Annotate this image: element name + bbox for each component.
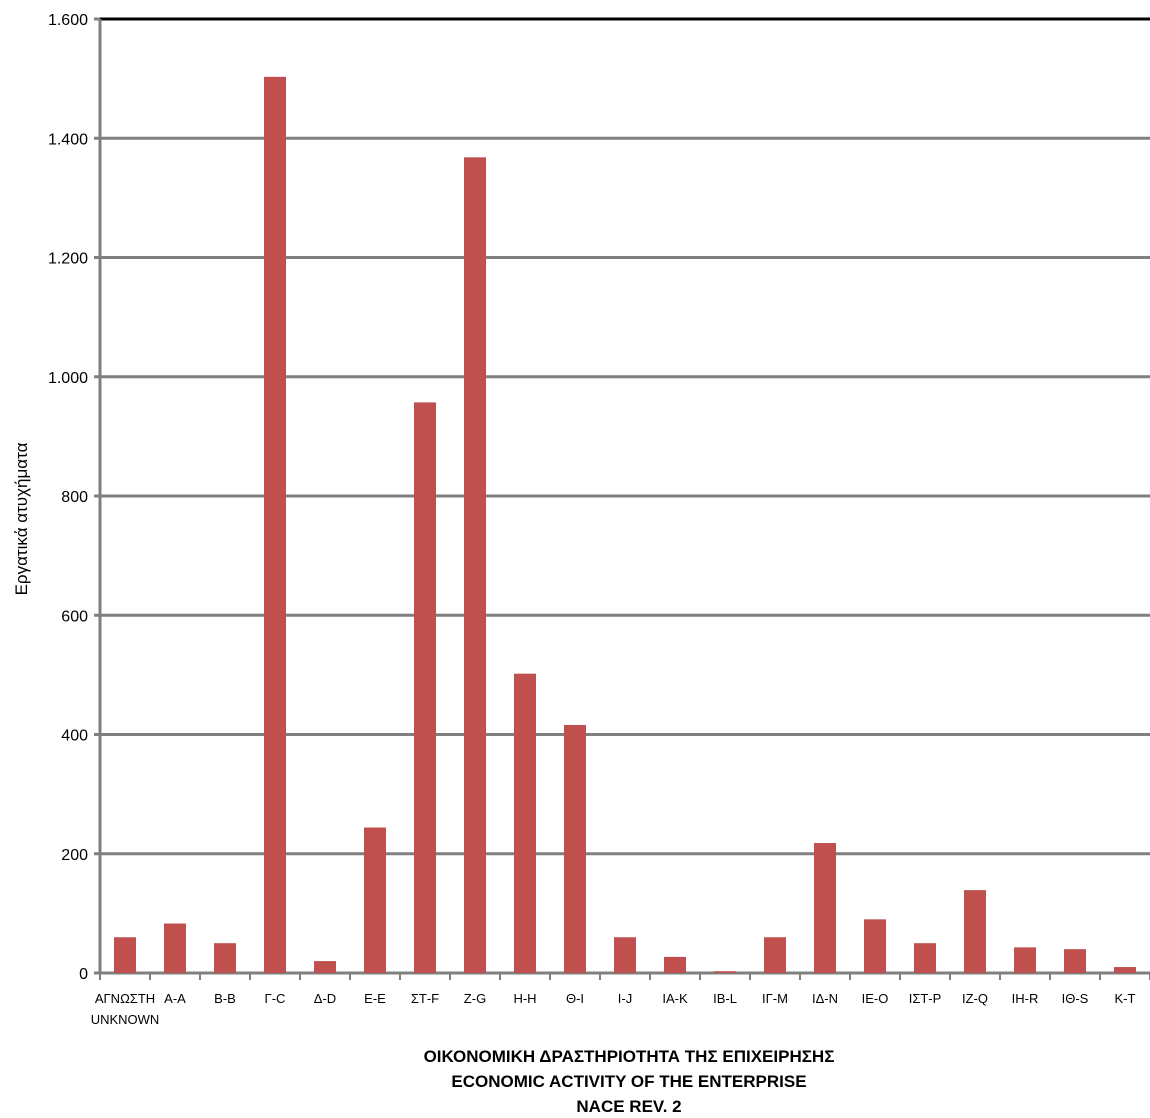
bar — [164, 923, 186, 973]
x-tick-label: Κ-T — [1115, 991, 1136, 1006]
x-tick-label: ΙΗ-R — [1012, 991, 1039, 1006]
bar — [514, 673, 536, 973]
y-tick-labels: 0 200 400 600 800 1.000 1.200 1.400 1.600 — [48, 12, 88, 983]
y-tick-label: 1.000 — [48, 370, 88, 387]
x-tick-label: ΙΔ-N — [812, 991, 838, 1006]
x-tick-label: Ζ-G — [464, 991, 486, 1006]
y-tick-label: 1.400 — [48, 131, 88, 148]
x-tick-label: Β-B — [214, 991, 236, 1006]
x-tick-label: ΙΓ-M — [762, 991, 788, 1006]
x-tick-label: Γ-C — [265, 991, 286, 1006]
y-tick-label: 1.200 — [48, 251, 88, 268]
x-tick-label: Δ-D — [314, 991, 336, 1006]
x-tick-label: ΙΑ-K — [662, 991, 688, 1006]
x-tick-label: ΙΕ-O — [862, 991, 889, 1006]
y-axis-label: Εργατικά ατυχήματα — [12, 442, 31, 595]
bar — [414, 402, 436, 973]
x-tick-label: Η-H — [513, 991, 536, 1006]
x-axis-title-line-3: NACE REV. 2 — [576, 1097, 681, 1116]
x-tick-label: ΙΒ-L — [713, 991, 737, 1006]
bar — [314, 961, 336, 973]
x-tick-label: ΙΖ-Q — [962, 991, 988, 1006]
bar — [1014, 947, 1036, 973]
x-tick-label: ΑΓΝΩΣΤΗ — [95, 991, 155, 1006]
x-tick-sublabel: UNKNOWN — [91, 1012, 160, 1027]
bars — [114, 76, 1136, 974]
y-tick-label: 600 — [61, 608, 88, 625]
bar — [714, 971, 736, 973]
x-tick-label: ΣΤ-F — [411, 991, 439, 1006]
axes — [94, 17, 1150, 980]
x-axis-title-line-2: ECONOMIC ACTIVITY OF THE ENTERPRISE — [451, 1072, 806, 1091]
bar — [764, 937, 786, 973]
x-tick-label: Α-A — [164, 991, 186, 1006]
bar — [1114, 967, 1136, 973]
bar — [1064, 949, 1086, 973]
bar — [114, 937, 136, 973]
y-tick-label: 1.600 — [48, 12, 88, 29]
bar — [464, 157, 486, 973]
bar — [264, 76, 286, 974]
bar — [614, 937, 636, 973]
x-axis-title-line-1: ΟΙΚΟΝΟΜΙΚΗ ΔΡΑΣΤΗΡΙΟΤΗΤΑ ΤΗΣ ΕΠΙΧΕΙΡΗΣΗΣ — [424, 1047, 835, 1066]
bar — [564, 724, 586, 973]
x-tick-label: ΙΘ-S — [1062, 991, 1089, 1006]
y-tick-label: 0 — [79, 966, 88, 983]
x-tick-labels: ΑΓΝΩΣΤΗ Α-A Β-B Γ-C Δ-D Ε-E ΣΤ-F Ζ-G Η-H Θ-I Ι-J ΙΑ… — [91, 991, 1136, 1027]
bar — [214, 943, 236, 973]
y-tick-label: 800 — [61, 489, 88, 506]
bar — [664, 956, 686, 973]
y-tick-label: 400 — [61, 728, 88, 745]
bar — [864, 919, 886, 973]
bar — [814, 843, 836, 973]
bar — [364, 827, 386, 973]
bar — [964, 890, 986, 973]
y-tick-label: 200 — [61, 847, 88, 864]
x-tick-label: Θ-I — [566, 991, 584, 1006]
x-tick-label: Ε-E — [364, 991, 386, 1006]
x-tick-label: Ι-J — [618, 991, 632, 1006]
x-tick-label: ΙΣΤ-P — [909, 991, 942, 1006]
gridlines — [100, 136, 1150, 856]
bar — [914, 943, 936, 973]
